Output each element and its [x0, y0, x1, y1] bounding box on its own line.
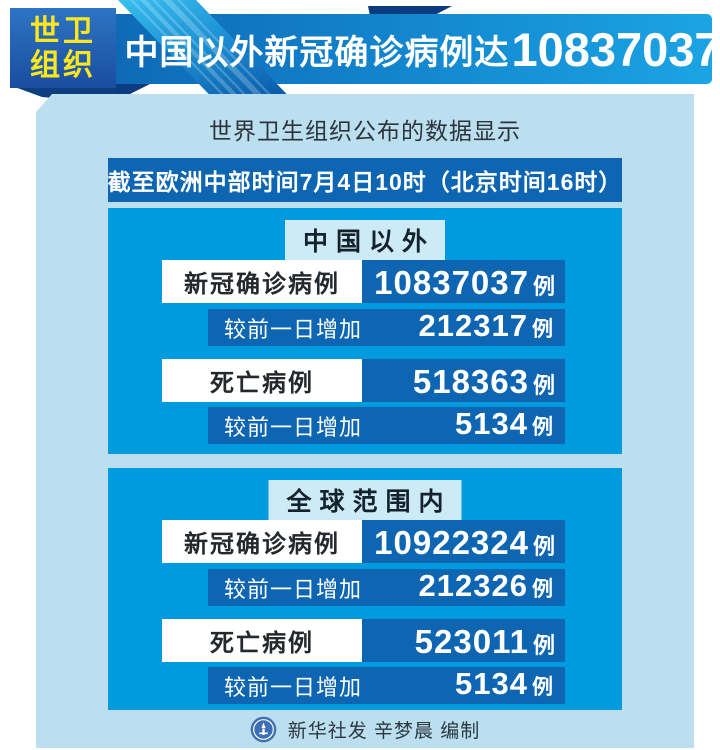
title-number: 10837037: [511, 22, 720, 76]
title-prefix: 中国以外新冠确诊病例达: [124, 33, 510, 72]
stat-value: 5134 例: [455, 668, 565, 703]
stat-value: 5134 例: [455, 408, 565, 443]
stat-number: 518363: [412, 363, 529, 400]
stat-unit: 例: [532, 533, 555, 559]
section-outside-china: 中国以外 新冠确诊病例 10837037 例 较前一日增加 212317 例 死…: [108, 208, 622, 454]
stat-row: 较前一日增加 212317 例: [208, 309, 565, 346]
stat-number: 212326: [418, 568, 528, 603]
credit-text: 新华社发 辛梦晨 编制: [287, 720, 481, 742]
badge-shape: [10, 8, 116, 88]
stat-number: 10922324: [374, 524, 529, 561]
stat-value: 523011 例: [362, 619, 565, 662]
stat-label: 新冠确诊病例: [162, 520, 362, 563]
stat-row: 死亡病例 518363 例: [162, 359, 565, 402]
stat-label: 较前一日增加: [224, 674, 363, 700]
stat-unit: 例: [532, 273, 555, 299]
stat-row: 新冠确诊病例 10922324 例: [162, 520, 565, 563]
stat-value: 212326 例: [419, 570, 565, 605]
stat-row: 较前一日增加 5134 例: [208, 667, 565, 704]
stat-number: 212317: [418, 308, 528, 343]
intro-text: 世界卫生组织公布的数据显示: [209, 118, 521, 144]
stat-unit: 例: [532, 415, 553, 439]
footer-credit: 新华社发 辛梦晨 编制: [36, 714, 694, 744]
page-title: 中国以外新冠确诊病例达 10837037 例: [124, 14, 720, 84]
who-badge: 世卫 组织: [30, 15, 96, 83]
content-board: 世界卫生组织公布的数据显示 截至欧洲中部时间7月4日10时（北京时间16时） 中…: [36, 94, 694, 748]
section-global: 全球范围内 新冠确诊病例 10922324 例 较前一日增加 212326 例 …: [108, 468, 622, 710]
stat-label: 死亡病例: [162, 359, 362, 402]
stat-label: 较前一日增加: [224, 414, 363, 440]
badge-line2: 组织: [30, 49, 96, 82]
stat-label: 较前一日增加: [224, 576, 363, 602]
ribbon-band: [118, 0, 304, 112]
stat-unit: 例: [532, 675, 553, 699]
stat-row: 死亡病例 523011 例: [162, 619, 565, 662]
stat-unit: 例: [532, 372, 555, 398]
section-title-chip: 中国以外: [284, 220, 446, 260]
section-title-chip: 全球范围内: [268, 480, 462, 520]
stat-value: 10837037 例: [362, 260, 565, 303]
time-banner: 截至欧洲中部时间7月4日10时（北京时间16时）: [108, 158, 622, 202]
stat-unit: 例: [532, 317, 553, 341]
stat-value: 10922324 例: [362, 520, 565, 563]
stat-number: 10837037: [374, 264, 529, 301]
stat-unit: 例: [532, 632, 555, 658]
stat-row: 新冠确诊病例 10837037 例: [162, 260, 565, 303]
stat-value: 212317 例: [419, 310, 565, 345]
stat-row: 较前一日增加 5134 例: [208, 407, 565, 444]
stat-label: 新冠确诊病例: [162, 260, 362, 303]
stat-number: 5134: [455, 406, 528, 441]
stat-row: 较前一日增加 212326 例: [208, 569, 565, 606]
stat-unit: 例: [532, 577, 553, 601]
stat-label: 死亡病例: [162, 619, 362, 662]
badge-line1: 世卫: [30, 15, 96, 48]
stat-number: 523011: [414, 623, 529, 660]
stat-value: 518363 例: [362, 359, 565, 402]
stat-label: 较前一日增加: [224, 316, 363, 342]
xinhua-logo-icon: [250, 716, 277, 742]
stat-number: 5134: [455, 666, 528, 701]
